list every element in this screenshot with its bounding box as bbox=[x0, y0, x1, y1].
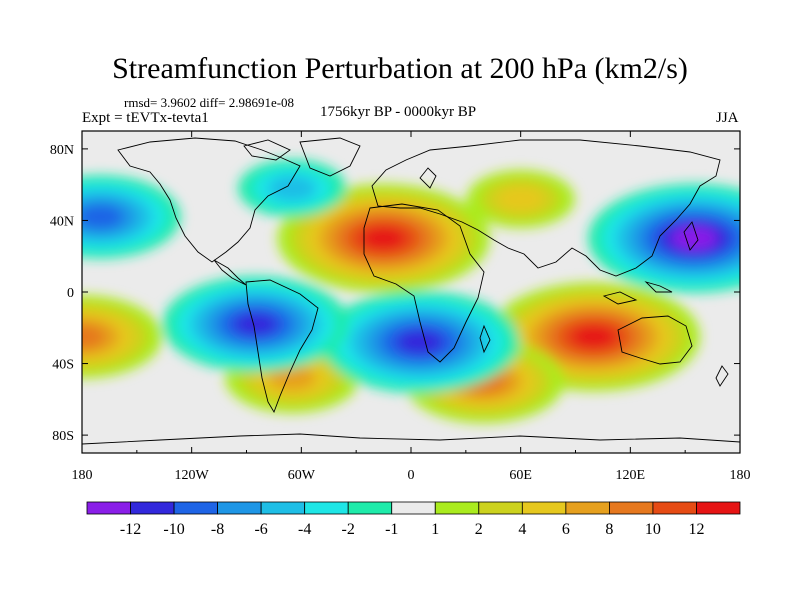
colorbar-swatch bbox=[217, 501, 262, 515]
y-axis: 80N 40N 0 40S 80S bbox=[50, 143, 740, 444]
period-label: 1756kyr BP - 0000kyr BP bbox=[320, 104, 477, 120]
colorbar-label: -8 bbox=[211, 521, 224, 538]
contour-level bbox=[496, 186, 545, 212]
y-tick-label: 40S bbox=[52, 358, 74, 373]
season-label: JJA bbox=[716, 110, 739, 126]
colorbar-swatch bbox=[565, 501, 610, 515]
colorbar-label: 2 bbox=[475, 521, 483, 538]
colorbar-label: 12 bbox=[688, 521, 704, 538]
colorbar-label: -10 bbox=[163, 521, 184, 538]
colorbar-swatch bbox=[347, 501, 393, 515]
colorbar-label: -1 bbox=[385, 521, 398, 538]
contour-level bbox=[268, 175, 317, 202]
y-tick-label: 80N bbox=[50, 143, 74, 158]
chart-title: Streamfunction Perturbation at 200 hPa (… bbox=[112, 52, 688, 85]
feature-low-9 bbox=[82, 175, 181, 259]
feature-high-2 bbox=[82, 295, 162, 379]
feature-high-0 bbox=[277, 183, 490, 293]
colorbar-label: -6 bbox=[254, 521, 267, 538]
colorbar-swatch bbox=[609, 501, 654, 515]
colorbar: -12 -10 -8 -6 -4 -2 -1 1 2 4 6 8 10 12 bbox=[86, 501, 741, 538]
colorbar-swatch bbox=[652, 501, 697, 515]
x-tick-label: 60W bbox=[288, 468, 316, 483]
feature-low-6 bbox=[588, 183, 740, 293]
contour-level bbox=[571, 325, 617, 349]
colorbar-swatch bbox=[478, 501, 523, 515]
x-axis: 180 120W 60W 0 60E 120E 180 bbox=[72, 131, 751, 483]
contour-level bbox=[671, 226, 717, 250]
colorbar-swatch bbox=[173, 501, 218, 515]
stats-text: rmsd= 3.9602 diff= 2.98691e-08 bbox=[124, 95, 295, 110]
colorbar-label: -2 bbox=[342, 521, 355, 538]
contour-level bbox=[361, 226, 406, 250]
colorbar-label: -12 bbox=[120, 521, 141, 538]
contour-level bbox=[396, 329, 445, 355]
colorbar-swatch bbox=[521, 501, 567, 515]
colorbar-swatch bbox=[260, 501, 306, 515]
x-tick-label: 120W bbox=[175, 468, 210, 483]
y-tick-label: 80S bbox=[52, 429, 74, 444]
feature-low-10 bbox=[238, 159, 347, 218]
feature-high-5 bbox=[466, 170, 575, 228]
colorbar-label: -4 bbox=[298, 521, 311, 538]
colorbar-label: 6 bbox=[562, 521, 570, 538]
feature-low-8 bbox=[162, 276, 349, 373]
colorbar-label: 10 bbox=[645, 521, 661, 538]
x-tick-label: 180 bbox=[730, 468, 751, 483]
colorbar-label: 1 bbox=[431, 521, 439, 538]
colorbar-swatch bbox=[434, 501, 480, 515]
contour-blobs bbox=[82, 159, 740, 424]
colorbar-swatch bbox=[391, 501, 436, 515]
contour-level bbox=[82, 324, 105, 349]
x-tick-label: 0 bbox=[408, 468, 415, 483]
feature-low-7 bbox=[320, 290, 520, 394]
colorbar-swatch bbox=[304, 501, 349, 515]
colorbar-label: 4 bbox=[518, 521, 526, 538]
colorbar-label: 8 bbox=[605, 521, 613, 538]
x-tick-label: 120E bbox=[616, 468, 646, 483]
colorbar-swatch bbox=[696, 501, 741, 515]
colorbar-swatch bbox=[130, 501, 175, 515]
experiment-label: Expt = tEVTx-tevta1 bbox=[82, 110, 209, 126]
coastlines bbox=[82, 137, 740, 445]
streamfunction-field bbox=[82, 131, 740, 453]
y-tick-label: 0 bbox=[67, 286, 74, 301]
x-tick-label: 60E bbox=[509, 468, 532, 483]
contour-level bbox=[268, 365, 316, 391]
feature-high-1 bbox=[487, 282, 700, 392]
contour-level bbox=[233, 312, 279, 336]
x-tick-label: 180 bbox=[72, 468, 93, 483]
colorbar-swatch bbox=[86, 501, 131, 515]
contour-level bbox=[82, 204, 124, 229]
y-tick-label: 40N bbox=[50, 214, 74, 229]
